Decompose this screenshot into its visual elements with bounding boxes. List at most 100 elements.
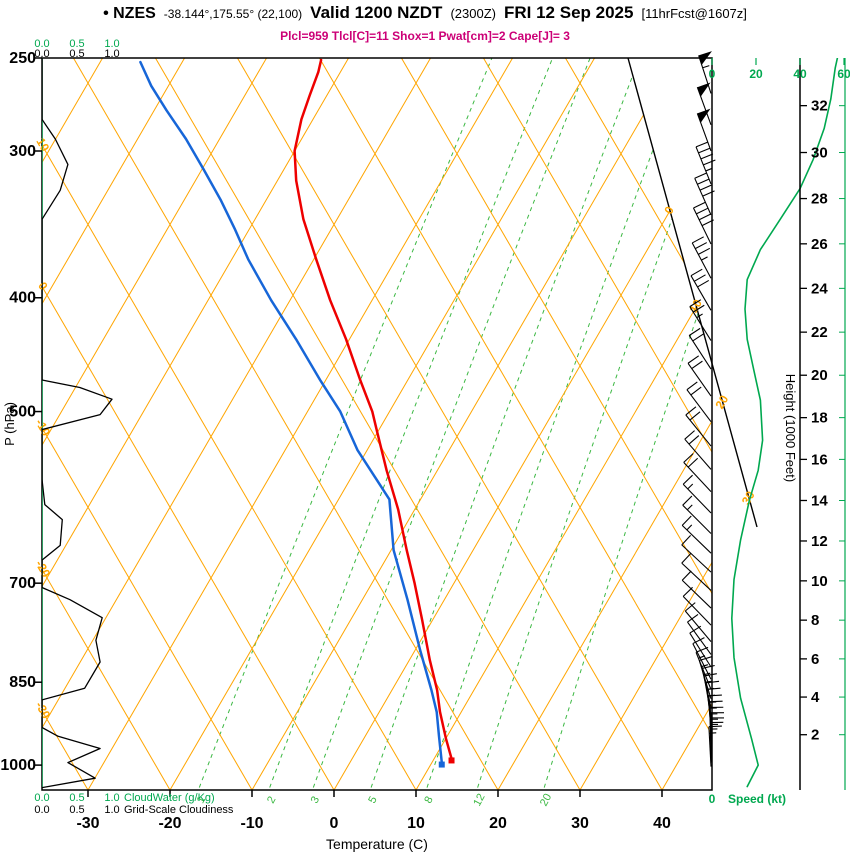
dry-adiabat-line	[237, 58, 663, 790]
pressure-tick-label: 500	[9, 404, 36, 421]
mixing-ratio-label: 12	[471, 792, 487, 808]
dry-adiabat-line	[483, 58, 712, 790]
pressure-tick-label: 850	[9, 674, 36, 691]
pressure-tick-label: 400	[9, 290, 36, 307]
height-tick-label: 26	[811, 236, 828, 253]
mixing-ratio-line	[426, 58, 688, 788]
isotherm-label-right: 10	[686, 297, 705, 316]
dry-adiabat-line	[42, 58, 253, 790]
mixing-ratio-label: 5	[366, 794, 379, 805]
forecast-info: [11hrFcst@1607z]	[641, 6, 747, 21]
speed-tick-label: 20	[749, 67, 763, 81]
cloudiness-scale-bottom: 1.0	[104, 804, 119, 816]
height-tick-label: 20	[811, 367, 828, 384]
temperature-axis-title: Temperature (C)	[326, 836, 428, 852]
isotherm-line	[169, 58, 595, 790]
speed-zero-label: 0	[709, 792, 716, 806]
cloudiness-profile	[42, 58, 113, 789]
isotherm-line	[42, 58, 185, 790]
dry-adiabat-line	[73, 58, 499, 790]
pressure-tick-label: 250	[9, 50, 36, 67]
cloudwater-scale-top: 1.0	[104, 38, 119, 50]
height-tick-label: 12	[811, 533, 828, 550]
cloudwater-scale-top: 0.5	[69, 38, 84, 50]
cloudwater-legend: CloudWater (g/Kg)	[124, 792, 215, 804]
cloudiness-scale-bottom: 0.5	[69, 804, 84, 816]
isotherm-line	[251, 58, 677, 790]
cloudiness-scale-top: 0.0	[34, 48, 49, 60]
dry-adiabat-line	[155, 58, 581, 790]
temperature-tick-label: 40	[653, 815, 671, 832]
isotherm-label-right: 30	[739, 488, 758, 507]
station-name: • NZES	[103, 5, 156, 22]
height-axis-title: Height (1000 Feet)	[783, 374, 798, 482]
temperature-tick-label: 0	[330, 815, 339, 832]
corner-cut-line	[627, 57, 758, 528]
mixing-ratio-line	[312, 58, 591, 788]
mixing-ratio-label: 20	[538, 792, 554, 808]
height-tick-label: 30	[811, 145, 828, 162]
temperature-profile	[293, 58, 453, 760]
cloudwater-scale-bottom: 0.0	[34, 792, 49, 804]
mixing-ratio-label: 3	[309, 794, 322, 805]
height-tick-label: 10	[811, 573, 828, 590]
dry-adiabat-line	[42, 58, 335, 790]
plot-frame	[41, 57, 713, 791]
params-line: Plcl=959 Tlcl[C]=11 Shox=1 Pwat[cm]=2 Ca…	[280, 29, 570, 43]
isotherm-label-left: 0	[35, 280, 51, 293]
isotherm-label-right: 20	[712, 392, 731, 411]
isotherm-line	[42, 58, 431, 790]
temperature-tick-label: -30	[76, 815, 99, 832]
height-tick-label: 2	[811, 727, 819, 744]
cloudiness-scale-top: 1.0	[104, 48, 119, 60]
height-tick-label: 8	[811, 612, 819, 629]
pressure-tick-label: 700	[9, 575, 36, 592]
isotherm-line	[415, 58, 712, 790]
valid-time: Valid 1200 NZDT	[310, 3, 443, 22]
cloudiness-scale-top: 0.5	[69, 48, 84, 60]
height-tick-label: 28	[811, 191, 828, 208]
temperature-tick-label: 20	[489, 815, 507, 832]
surface-dewpoint-marker	[438, 761, 445, 768]
isotherm-line	[579, 58, 712, 790]
pressure-tick-label: 300	[9, 143, 36, 160]
temperature-tick-label: 30	[571, 815, 589, 832]
cloudiness-legend: Grid-Scale Cloudiness	[124, 804, 234, 816]
height-tick-label: 14	[811, 492, 828, 509]
wind-barbs	[681, 51, 724, 767]
height-tick-label: 16	[811, 451, 828, 468]
height-tick-label: 18	[811, 410, 828, 427]
dry-adiabat-line	[401, 58, 712, 790]
height-tick-label: 22	[811, 324, 828, 341]
mixing-ratio-label: 8	[422, 794, 435, 805]
isotherm-line	[333, 58, 712, 790]
cloudiness-scale-bottom: 0.0	[34, 804, 49, 816]
isotherm-line	[87, 58, 513, 790]
cloudwater-scale-bottom: 0.5	[69, 792, 84, 804]
station-coords: -38.144°,175.55° (22,100)	[163, 7, 303, 21]
temperature-tick-label: 10	[407, 815, 425, 832]
height-tick-label: 4	[811, 689, 820, 706]
height-tick-label: 32	[811, 98, 828, 115]
speed-axis-title: Speed (kt)	[728, 792, 786, 806]
skewt-grid	[42, 58, 712, 790]
mixing-ratio-line	[198, 58, 493, 788]
valid-zulu: (2300Z)	[450, 6, 496, 21]
dry-adiabat-line	[42, 58, 171, 790]
pressure-tick-label: 1000	[0, 757, 36, 774]
wind-speed-profile	[730, 58, 839, 788]
isotherm-line	[497, 58, 712, 790]
isotherm-line	[42, 58, 349, 790]
chart-title: • NZES -38.144°,175.55° (22,100) Valid 1…	[0, 3, 850, 23]
speed-tick-label: 0	[709, 67, 716, 81]
height-tick-label: 6	[811, 651, 819, 668]
dewpoint-profile	[139, 60, 444, 764]
pressure-axis-title: P (hPa)	[2, 402, 17, 446]
temperature-tick-label: -20	[158, 815, 181, 832]
mixing-ratio-label: 2	[265, 794, 278, 805]
speed-tick-label: 60	[837, 67, 850, 81]
mixing-ratio-line	[370, 58, 640, 788]
